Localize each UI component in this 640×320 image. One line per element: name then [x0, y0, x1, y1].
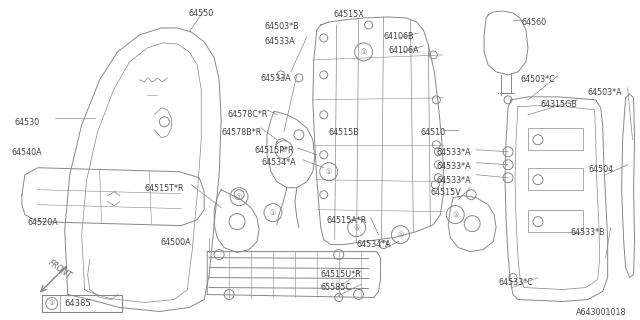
- Text: 64533*C: 64533*C: [498, 277, 533, 286]
- Circle shape: [275, 141, 293, 159]
- Text: 64106A: 64106A: [388, 46, 419, 55]
- Text: 64533*A: 64533*A: [436, 162, 471, 171]
- Text: 64385: 64385: [65, 299, 92, 308]
- Bar: [528, 168, 583, 190]
- Text: 64515V: 64515V: [430, 188, 461, 197]
- Circle shape: [320, 163, 338, 181]
- Circle shape: [348, 219, 365, 236]
- Bar: [528, 210, 583, 232]
- Text: 64503*B: 64503*B: [265, 22, 300, 31]
- Text: 64503*A: 64503*A: [588, 88, 622, 97]
- Text: 64534*A: 64534*A: [356, 240, 391, 249]
- Text: 64533A: 64533A: [261, 74, 292, 83]
- Text: 65585C: 65585C: [321, 283, 352, 292]
- Text: 64515A*R: 64515A*R: [327, 216, 367, 225]
- Text: 64540A: 64540A: [12, 148, 43, 157]
- Text: ①: ①: [236, 194, 242, 200]
- Text: 64578C*R: 64578C*R: [227, 110, 268, 119]
- Text: A643001018: A643001018: [576, 308, 627, 317]
- Text: ①: ①: [326, 169, 332, 175]
- Bar: [528, 128, 583, 150]
- Text: 64530: 64530: [15, 118, 40, 127]
- Text: 64550: 64550: [188, 9, 214, 18]
- Circle shape: [46, 298, 58, 309]
- Text: 64533*A: 64533*A: [436, 148, 471, 157]
- Text: 64533*A: 64533*A: [436, 176, 471, 185]
- Text: ①: ①: [397, 232, 404, 238]
- Text: 64515U*R: 64515U*R: [321, 269, 362, 278]
- Text: ①: ①: [270, 210, 276, 216]
- Text: 64510: 64510: [420, 128, 445, 137]
- Circle shape: [230, 188, 248, 206]
- Text: 64515T*R: 64515T*R: [145, 184, 184, 193]
- Text: 64520A: 64520A: [28, 218, 59, 227]
- Text: 64500A: 64500A: [161, 238, 191, 247]
- Text: 64106B: 64106B: [383, 32, 414, 41]
- Text: 64315GB: 64315GB: [541, 100, 578, 109]
- Bar: [42, 294, 122, 313]
- Text: 64560: 64560: [522, 18, 547, 27]
- Text: 64515P*R: 64515P*R: [254, 146, 294, 155]
- Text: ①: ①: [452, 212, 458, 218]
- Text: 64578B*R: 64578B*R: [221, 128, 261, 137]
- Text: 64534*A: 64534*A: [262, 158, 296, 167]
- Text: ①: ①: [281, 147, 287, 153]
- Text: ①: ①: [353, 225, 360, 231]
- Text: FRONT: FRONT: [47, 259, 73, 281]
- Text: 64515B: 64515B: [329, 128, 360, 137]
- Text: ①: ①: [49, 300, 55, 307]
- Circle shape: [264, 204, 282, 222]
- Text: ①: ①: [360, 49, 367, 55]
- Circle shape: [355, 43, 372, 61]
- Text: 64515X: 64515X: [333, 10, 364, 19]
- Circle shape: [446, 206, 464, 224]
- Circle shape: [392, 226, 410, 244]
- Text: 64533A: 64533A: [265, 37, 296, 46]
- Text: 64504: 64504: [589, 165, 614, 174]
- Text: 64503*C: 64503*C: [520, 75, 555, 84]
- Text: 64533*B: 64533*B: [571, 228, 605, 236]
